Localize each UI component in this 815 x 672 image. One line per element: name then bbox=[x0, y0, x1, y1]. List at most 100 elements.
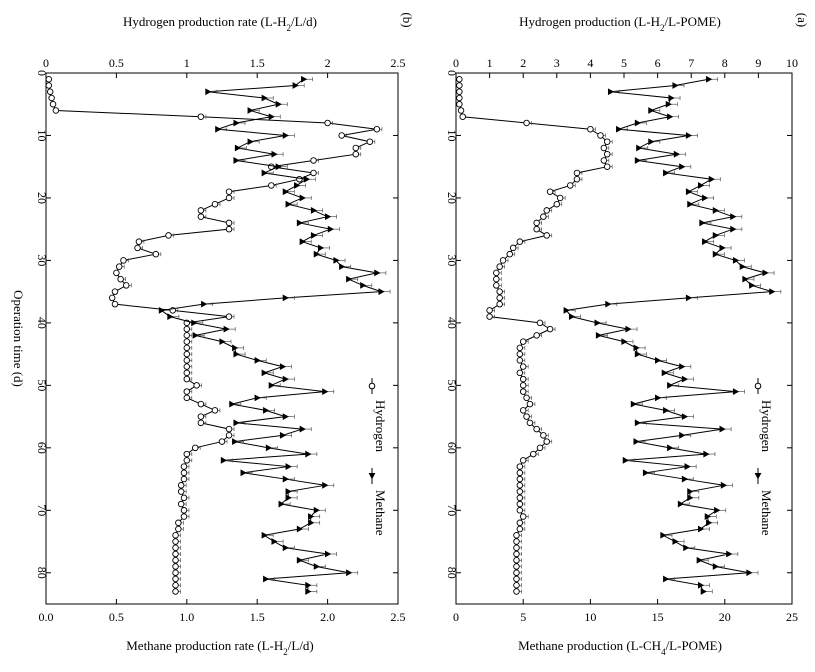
hydrogen-point bbox=[373, 125, 381, 133]
methane-point bbox=[223, 325, 230, 333]
hydrogen-point bbox=[516, 525, 524, 533]
hydrogen-point bbox=[499, 257, 507, 264]
methane-point bbox=[296, 556, 304, 564]
methane-point bbox=[305, 450, 312, 458]
methane-point bbox=[714, 506, 721, 514]
methane-point bbox=[685, 294, 693, 302]
hydrogen-point bbox=[523, 394, 530, 402]
hydrogen-point bbox=[225, 219, 233, 227]
hydrogen-point bbox=[493, 269, 500, 277]
hydrogen-point bbox=[523, 119, 530, 127]
hydrogen-point bbox=[225, 194, 233, 202]
hydrogen-point bbox=[172, 544, 179, 552]
methane-point bbox=[282, 375, 289, 383]
methane-point bbox=[563, 306, 570, 314]
hydrogen-point bbox=[516, 482, 524, 489]
methane-point bbox=[663, 169, 670, 177]
hydrogen-point bbox=[546, 188, 554, 195]
methane-point bbox=[229, 400, 236, 408]
methane-point bbox=[633, 438, 640, 445]
methane-point bbox=[158, 306, 166, 314]
hydrogen-point bbox=[536, 319, 544, 327]
hydrogen-point bbox=[486, 307, 493, 314]
methane-point bbox=[625, 325, 632, 333]
methane-point bbox=[233, 350, 240, 358]
methane-point bbox=[749, 282, 756, 289]
hydrogen-point bbox=[566, 182, 574, 189]
time-tick-label: 60 bbox=[445, 442, 459, 454]
hydrogen-point bbox=[183, 450, 191, 458]
hydrogen-point bbox=[587, 125, 594, 133]
methane-point bbox=[634, 157, 642, 164]
hydrogen-point bbox=[193, 382, 200, 389]
hydrogen-point bbox=[506, 250, 514, 258]
hydrogen-point bbox=[183, 325, 191, 333]
methane-point bbox=[681, 413, 689, 420]
methane-point bbox=[700, 588, 707, 595]
methane-point bbox=[568, 313, 576, 321]
hydrogen-point bbox=[180, 463, 188, 470]
hydrogen-point bbox=[197, 413, 205, 420]
hydrogen-point bbox=[211, 200, 219, 208]
time-tick-label: 70 bbox=[35, 504, 49, 516]
methane-tick-label: 0.5 bbox=[109, 610, 124, 624]
hydrogen-point bbox=[513, 588, 520, 595]
hydrogen-point bbox=[513, 569, 520, 577]
hydrogen-point bbox=[366, 138, 374, 145]
time-tick-label: 70 bbox=[445, 504, 459, 516]
hydrogen-point bbox=[180, 513, 188, 520]
hydrogen-point bbox=[108, 294, 116, 302]
panel-b: 0 0.5 1 1.5 2 2.5 0.0 0.5 1.0 1.5 2.0 2.5 0 10 20 30 40 5… bbox=[11, 12, 415, 657]
hydrogen-point bbox=[493, 275, 500, 283]
hydrogen-tick-label: 5 bbox=[621, 56, 627, 70]
methane-point bbox=[726, 550, 733, 558]
hydrogen-tick-label: 8 bbox=[722, 56, 728, 70]
methane-point bbox=[712, 207, 719, 214]
legend: Hydrogen Methane bbox=[368, 378, 388, 536]
panel-label: (b) bbox=[400, 12, 415, 27]
hydrogen-point bbox=[172, 557, 179, 564]
hydrogen-point bbox=[183, 388, 191, 395]
time-tick-label: 50 bbox=[35, 379, 49, 391]
methane-point bbox=[712, 232, 719, 239]
hydrogen-tick-label: 1 bbox=[487, 56, 493, 70]
methane-point bbox=[667, 444, 674, 452]
methane-point bbox=[762, 269, 769, 277]
methane-point bbox=[219, 338, 226, 346]
methane-point bbox=[730, 213, 737, 221]
hydrogen-point bbox=[310, 169, 317, 177]
methane-point bbox=[282, 294, 289, 302]
hydrogen-point bbox=[513, 557, 520, 564]
hydrogen-point bbox=[197, 113, 205, 120]
hydrogen-point bbox=[180, 507, 188, 514]
methane-point bbox=[268, 381, 275, 389]
methane-point bbox=[313, 563, 320, 570]
hydrogen-point bbox=[533, 332, 540, 339]
methane-point bbox=[706, 75, 713, 83]
methane-point bbox=[322, 388, 329, 395]
methane-point bbox=[261, 369, 268, 377]
methane-point bbox=[634, 419, 642, 427]
hydrogen-tick-label: 6 bbox=[655, 56, 661, 70]
hydrogen-point bbox=[172, 550, 179, 558]
hydrogen-point bbox=[603, 138, 611, 145]
methane-point bbox=[263, 406, 270, 414]
hydrogen-point bbox=[225, 425, 233, 433]
hydrogen-point bbox=[183, 394, 191, 402]
methane-point bbox=[299, 238, 306, 246]
methane-point bbox=[233, 419, 240, 427]
methane-point bbox=[322, 481, 329, 489]
legend-methane-label: Methane bbox=[759, 490, 774, 536]
hydrogen-point bbox=[183, 332, 191, 339]
hydrogen-axis-title: Hydrogen production (L-H2/L-POME) bbox=[519, 14, 721, 33]
time-axis-ticks: 0 10 20 30 40 50 60 70 80 bbox=[445, 70, 792, 579]
hydrogen-point bbox=[496, 263, 503, 270]
hydrogen-tick-label: 0.5 bbox=[109, 56, 124, 70]
methane-point bbox=[240, 469, 247, 477]
hydrogen-point bbox=[456, 100, 463, 108]
methane-point bbox=[167, 313, 174, 321]
hydrogen-point bbox=[519, 382, 527, 389]
hydrogen-point bbox=[533, 225, 540, 233]
methane-point bbox=[233, 157, 240, 164]
methane-point bbox=[282, 475, 289, 483]
